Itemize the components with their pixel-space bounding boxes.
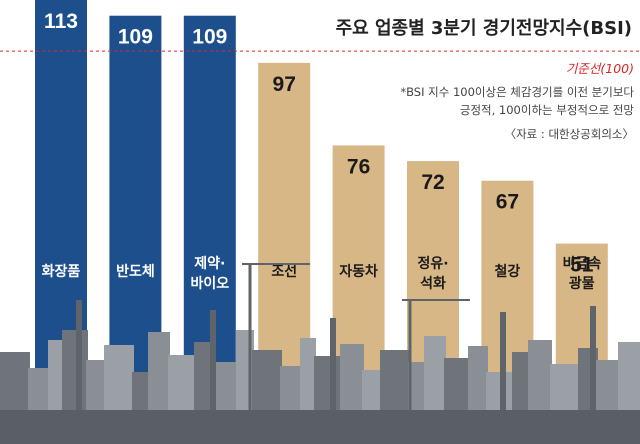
skyline-chimney (330, 318, 336, 444)
category-label-2-0: 제약· (194, 255, 225, 272)
value-labels-group: 113 109 109 97 76 72 67 51 (44, 10, 594, 277)
value-label-3: 97 (273, 73, 296, 96)
value-label-1: 109 (118, 26, 153, 49)
skyline-chimney (76, 300, 82, 444)
skyline-ground (0, 410, 640, 444)
category-label-2-1: 바이오 (190, 275, 229, 292)
chart-title: 주요 업종별 3분기 경기전망지수(BSI) (336, 18, 632, 39)
category-label-0-0: 화장품 (42, 263, 81, 280)
value-label-5: 72 (421, 171, 444, 194)
value-label-4: 76 (347, 155, 370, 178)
value-label-2: 109 (192, 26, 227, 49)
category-label-7-0: 비금속 (562, 256, 601, 272)
value-label-7: 51 (570, 254, 594, 277)
skyline-chimney (210, 310, 216, 444)
value-label-0: 113 (44, 10, 78, 33)
category-label-3-0: 조선 (271, 264, 297, 280)
note-line-2: 긍정적, 100이하는 부정적으로 전망 (460, 103, 635, 117)
category-label-4-0: 자동차 (339, 264, 378, 280)
category-label-7-1: 광물 (569, 275, 595, 292)
category-label-5-1: 석화 (420, 276, 446, 292)
skyline-chimney (590, 306, 596, 444)
category-label-6-0: 철강 (495, 263, 521, 280)
category-label-1-0: 반도체 (116, 263, 155, 280)
note-line-1: *BSI 지수 100이상은 체감경기를 이전 분기보다 (400, 85, 634, 99)
value-label-6: 67 (496, 191, 519, 214)
reference-line-label: 기준선(100) (566, 61, 634, 76)
city-skyline-illustration (0, 263, 640, 444)
source-note: 〈자료 : 대한상공회의소〉 (505, 127, 634, 141)
skyline-chimney (500, 312, 506, 444)
category-label-5-0: 정유· (417, 255, 448, 272)
